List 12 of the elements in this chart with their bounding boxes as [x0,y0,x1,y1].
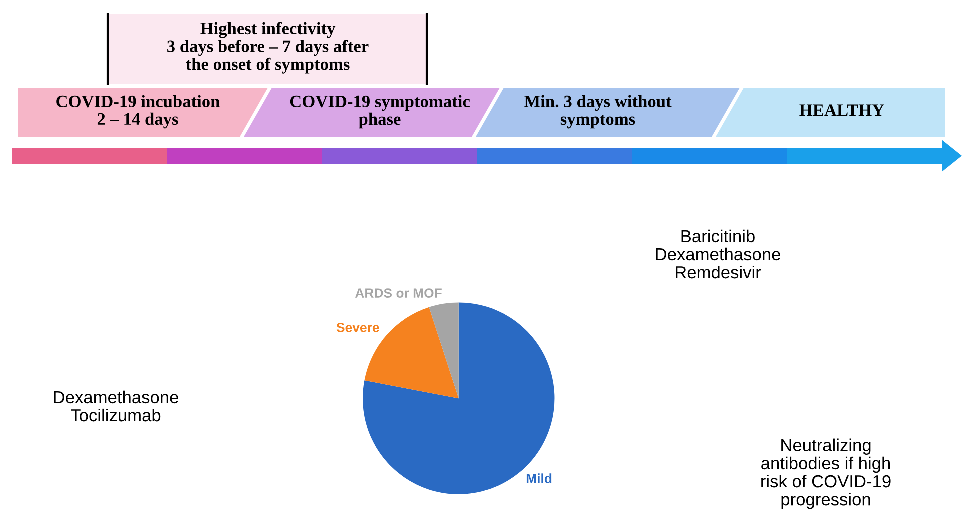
slice-label: ARDS or MOF [355,288,442,298]
slice-label: Severe [336,323,380,332]
text: HEALTHY [800,104,884,116]
text: Neutralizing antibodies if high risk of COVID-19 progression [762,438,891,510]
text: Min. 3 days without symptoms [524,95,672,129]
text: Highest infectivity 3 days before – 7 days after the onset of symptoms [168,22,369,74]
text: Baricitinib Dexamethasone Remdesivir [656,230,780,279]
text: Dexamethasone Tocilizumab [54,390,178,422]
text: COVID-19 symptomatic phase [290,95,470,129]
slice-label: Mild [526,474,552,484]
text: COVID-19 incubation 2 – 14 days [56,95,220,129]
pie-slice [429,302,459,399]
